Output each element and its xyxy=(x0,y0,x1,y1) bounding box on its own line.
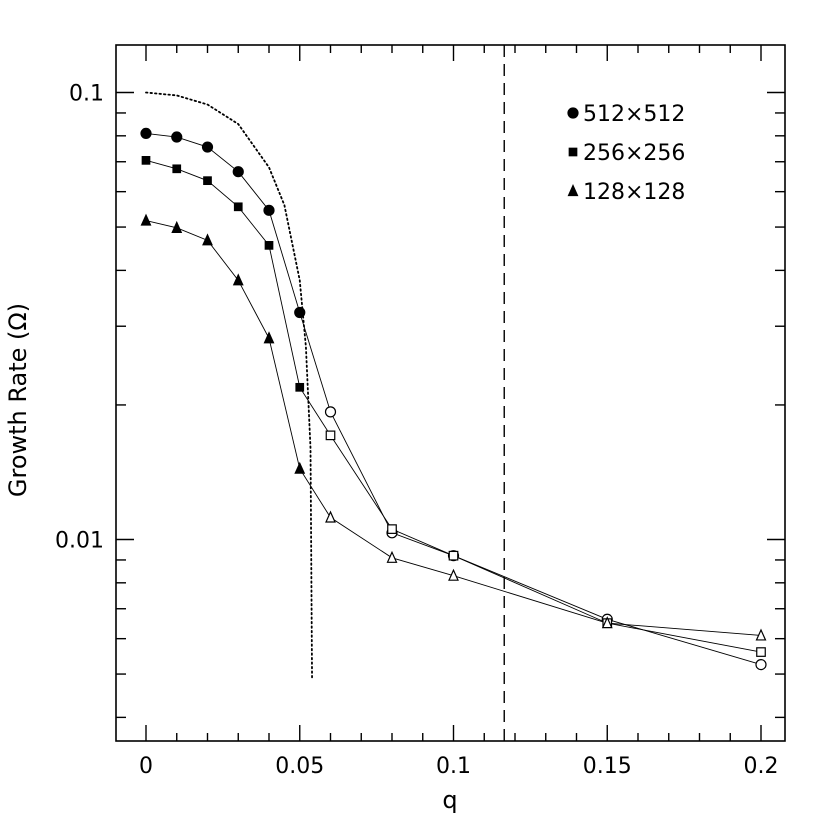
y-tick-label: 0.01 xyxy=(55,529,104,554)
data-point-square xyxy=(387,524,397,534)
x-tick-label: 0.2 xyxy=(744,754,779,779)
data-point-triangle xyxy=(448,568,459,581)
axis-ticks xyxy=(116,45,785,741)
data-point-square xyxy=(233,202,243,212)
data-point-triangle xyxy=(325,510,336,523)
data-point-square xyxy=(264,241,274,250)
data-point-square xyxy=(756,647,766,657)
x-tick-label: 0 xyxy=(139,754,153,779)
data-point-circle xyxy=(201,141,214,153)
reference-lines xyxy=(145,45,505,741)
data-point-triangle xyxy=(755,628,767,641)
legend-marker-circle xyxy=(567,107,579,119)
data-point-circle xyxy=(232,166,244,178)
data-point-circle xyxy=(263,204,275,216)
data-point-square xyxy=(325,430,336,441)
data-point-triangle xyxy=(263,331,275,344)
data-point-circle xyxy=(140,127,152,140)
legend-marker-triangle xyxy=(567,184,579,197)
series-lines xyxy=(145,132,762,666)
data-point-triangle xyxy=(601,616,613,629)
series-markers xyxy=(140,127,767,671)
data-point-square xyxy=(172,164,182,174)
data-point-triangle xyxy=(140,213,152,226)
x-tick-label: 0.15 xyxy=(583,754,632,779)
y-axis-label: Growth Rate (Ω) xyxy=(4,303,32,497)
data-point-triangle xyxy=(232,273,244,286)
data-point-square xyxy=(448,550,459,561)
data-point-triangle xyxy=(202,233,213,246)
legend-label: 128×128 xyxy=(583,180,685,205)
plot-frame xyxy=(115,44,786,742)
x-tick-label: 0.1 xyxy=(436,754,471,779)
data-point-triangle xyxy=(171,220,183,233)
tick-labels: 0 0.05 0.1 0.15 0.2 0.1 0.01 xyxy=(55,82,778,780)
legend-label: 512×512 xyxy=(583,102,685,127)
data-point-circle xyxy=(755,658,767,671)
data-point-circle xyxy=(324,406,337,418)
dotted-reference-curve xyxy=(145,91,313,679)
data-point-square xyxy=(295,382,305,392)
data-point-square xyxy=(203,176,212,186)
legend: 512×512 256×256 128×128 xyxy=(567,102,685,205)
y-tick-label: 0.1 xyxy=(69,82,104,107)
x-axis-label: q xyxy=(442,786,457,814)
legend-label: 256×256 xyxy=(583,141,685,166)
data-point-circle xyxy=(294,306,306,319)
data-point-square xyxy=(141,156,151,165)
x-tick-label: 0.05 xyxy=(275,754,324,779)
data-point-circle xyxy=(171,131,183,143)
legend-marker-square xyxy=(568,147,578,157)
data-point-triangle xyxy=(294,461,306,474)
data-point-triangle xyxy=(386,550,398,563)
series-line-circle xyxy=(145,132,762,666)
